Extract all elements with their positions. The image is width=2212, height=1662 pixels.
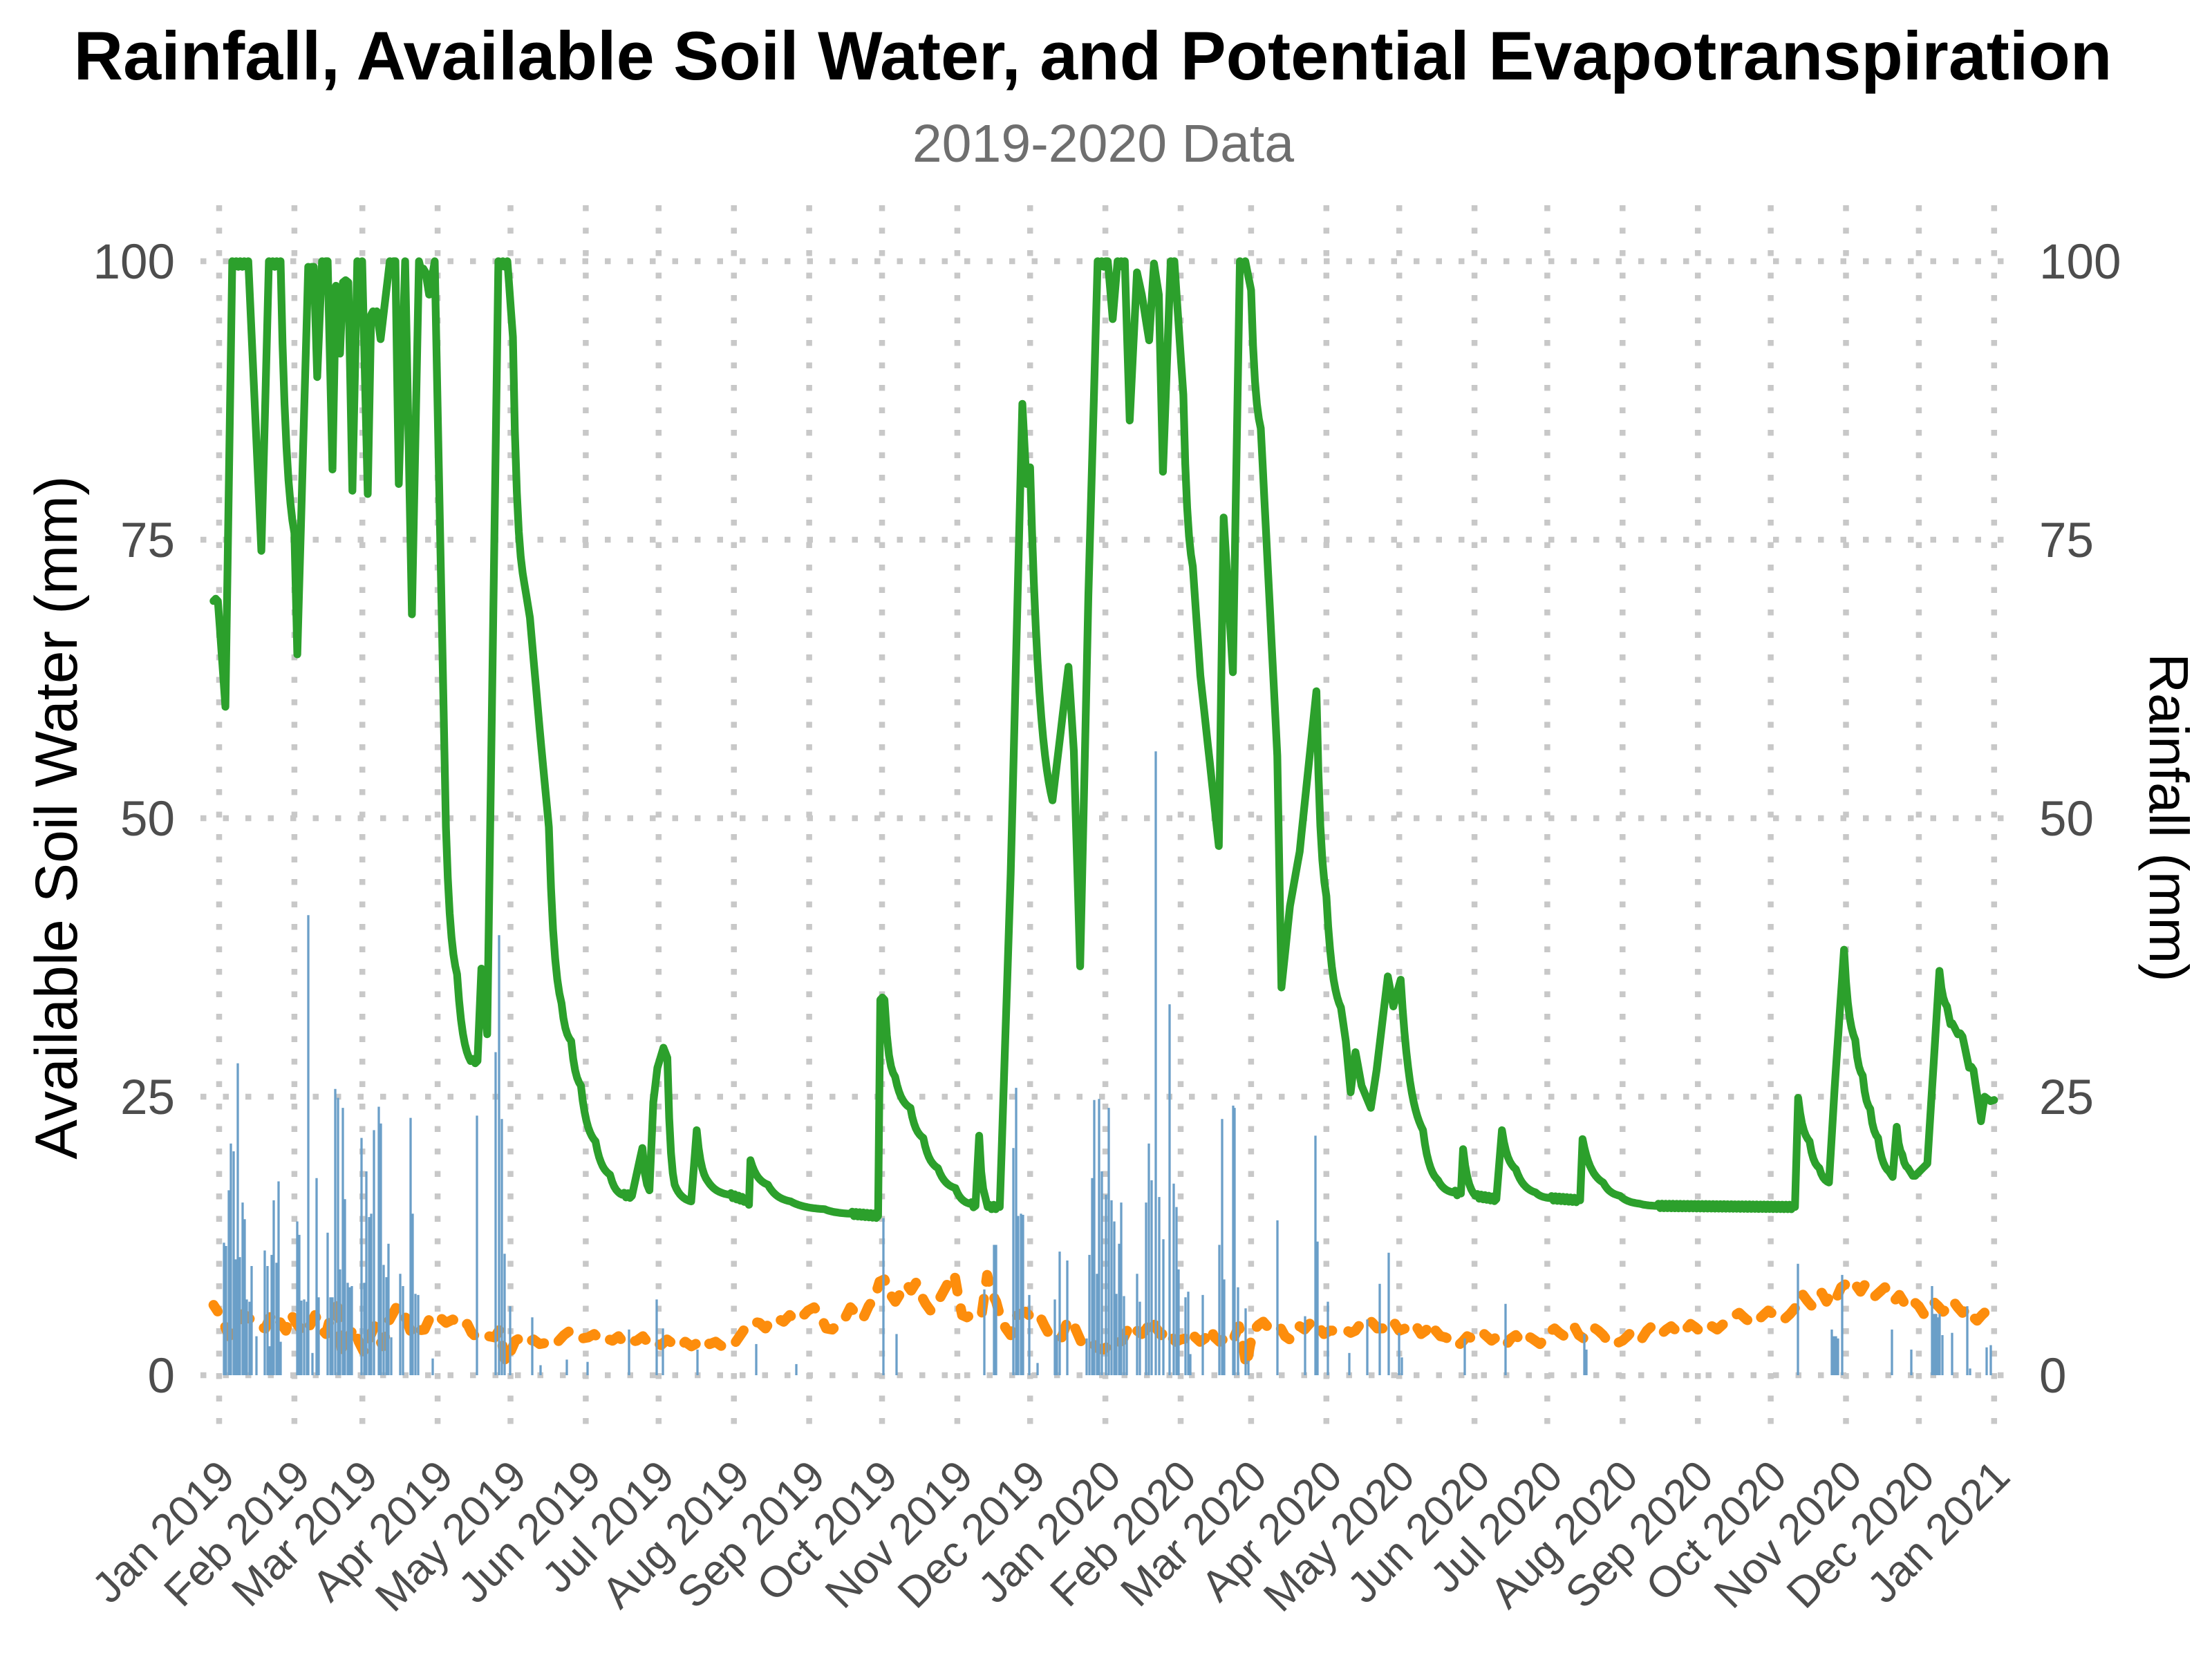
svg-text:75: 75 <box>120 513 175 568</box>
svg-text:Rainfall (mm): Rainfall (mm) <box>2138 653 2200 982</box>
svg-text:Rainfall, Available Soil Water: Rainfall, Available Soil Water, and Pote… <box>74 17 2112 94</box>
svg-text:0: 0 <box>2039 1349 2067 1404</box>
svg-text:2019-2020 Data: 2019-2020 Data <box>912 114 1294 173</box>
svg-text:50: 50 <box>120 792 175 847</box>
svg-text:100: 100 <box>2039 235 2121 290</box>
svg-text:75: 75 <box>2039 513 2094 568</box>
svg-text:0: 0 <box>148 1349 176 1404</box>
svg-text:50: 50 <box>2039 792 2094 847</box>
svg-text:Available Soil Water (mm): Available Soil Water (mm) <box>24 475 90 1159</box>
svg-text:25: 25 <box>120 1070 175 1125</box>
svg-text:25: 25 <box>2039 1070 2094 1125</box>
svg-text:100: 100 <box>93 235 175 290</box>
